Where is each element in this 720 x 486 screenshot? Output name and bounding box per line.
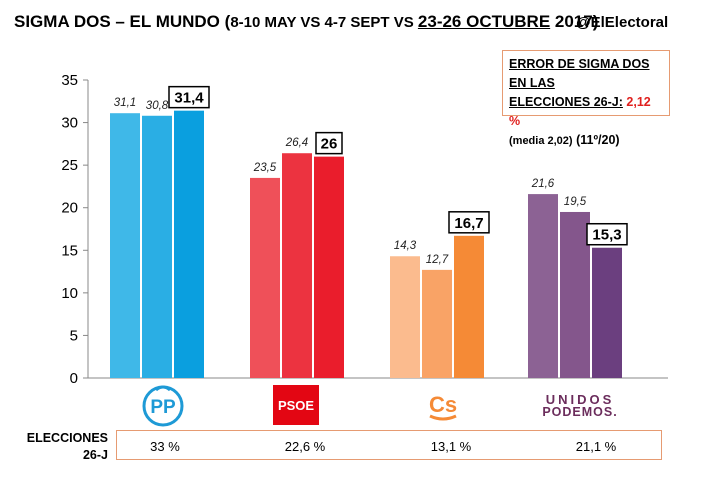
unidos-podemos-logo: UNIDOS PODEMOS. (530, 392, 630, 426)
data-label: 14,3 (394, 240, 417, 252)
chart-title: SIGMA DOS – EL MUNDO (8-10 MAY VS 4-7 SE… (14, 12, 598, 32)
title-highlight: 23-26 OCTUBRE (417, 12, 551, 31)
title-sub: 8-10 MAY VS 4-7 SEPT VS (230, 14, 418, 31)
elecciones-value-cs: 13,1 % (430, 439, 472, 454)
error-mean: (media 2,02) (509, 135, 573, 147)
cs-logo: Cs (426, 386, 460, 422)
pp-logo: PP (134, 384, 192, 428)
y-tick-label: 0 (70, 370, 78, 387)
data-label: 21,6 (531, 178, 555, 190)
elecciones-label-line2: 26-J (82, 448, 108, 462)
elecciones-value-psoe: 22,6 % (284, 439, 326, 454)
elecciones-label: ELECCIONES 26-J (16, 430, 108, 464)
data-label: 31,1 (114, 97, 136, 109)
data-label-highlight: 26 (321, 136, 338, 153)
elecciones-results-box: 33 % 22,6 % 13,1 % 21,1 % (116, 430, 662, 460)
y-tick-label: 5 (70, 327, 78, 344)
bar (174, 110, 204, 378)
y-tick-label: 25 (61, 157, 78, 174)
up-logo-line2: PODEMOS. (542, 405, 618, 419)
y-tick-label: 20 (61, 200, 78, 217)
bar (142, 115, 172, 378)
error-line1: ERROR DE SIGMA DOS EN LAS (509, 57, 650, 90)
bar (592, 247, 622, 378)
data-label-box (586, 222, 628, 246)
error-line2-prefix: ELECCIONES 26-J: (509, 95, 623, 109)
bar (110, 113, 140, 378)
psoe-logo: PSOE (273, 385, 319, 425)
y-tick-label: 10 (61, 285, 78, 302)
data-label-box (448, 211, 490, 234)
data-label-box (315, 131, 343, 155)
data-label-box (168, 85, 210, 109)
bar (314, 156, 344, 378)
y-tick-label: 30 (61, 115, 78, 132)
data-label: 12,7 (426, 254, 449, 266)
data-label: 30,8 (146, 100, 169, 112)
elecciones-label-line1: ELECCIONES (26, 431, 108, 445)
title-year: 2017) (550, 12, 599, 31)
data-label: 19,5 (564, 196, 587, 208)
bar (282, 153, 312, 378)
title-paren: ( (219, 12, 231, 31)
bar (560, 211, 590, 378)
bar (250, 177, 280, 378)
bar (422, 269, 452, 378)
data-label-highlight: 15,3 (592, 227, 621, 244)
bar (528, 194, 558, 378)
cs-logo-text: Cs (429, 392, 457, 417)
bar (390, 256, 420, 378)
error-value: 2,12 % (509, 95, 651, 128)
data-label: 26,4 (285, 137, 308, 149)
error-box: ERROR DE SIGMA DOS EN LAS ELECCIONES 26-… (502, 50, 670, 147)
error-line2: ELECCIONES 26-J: 2,12 % (509, 93, 663, 131)
error-rank: (11º/20) (576, 133, 620, 147)
title-main: SIGMA DOS – EL MUNDO (14, 12, 220, 31)
y-tick-label: 15 (61, 242, 78, 259)
up-logo-line1: UNIDOS (545, 392, 615, 407)
elecciones-value-up: 21,1 % (575, 439, 617, 454)
author-handle: @ElElectoral (576, 14, 669, 31)
data-label: 23,5 (253, 162, 277, 174)
data-label-highlight: 31,4 (174, 90, 204, 107)
data-label-highlight: 16,7 (454, 215, 483, 232)
y-tick-label: 35 (61, 72, 78, 89)
error-line3: (media 2,02) (11º/20) (509, 131, 663, 151)
bar (454, 235, 484, 378)
elecciones-value-pp: 33 % (150, 439, 180, 454)
pp-logo-text: PP (150, 397, 176, 418)
